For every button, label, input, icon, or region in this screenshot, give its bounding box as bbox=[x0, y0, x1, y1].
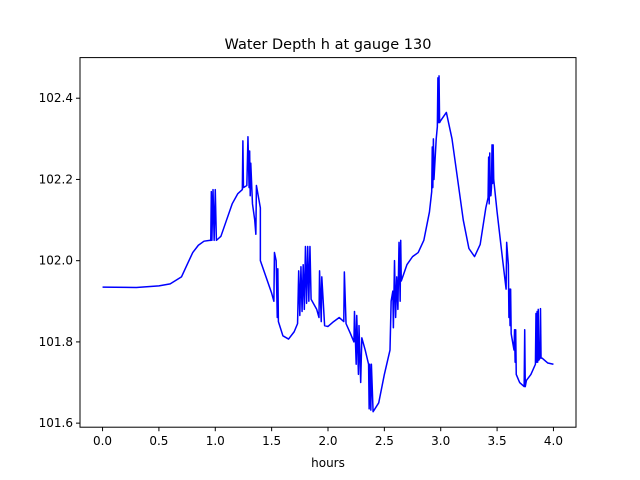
y-tick-label: 102.4 bbox=[39, 91, 73, 105]
x-tick-label: 2.0 bbox=[318, 434, 337, 448]
x-tick-label: 1.0 bbox=[206, 434, 225, 448]
y-tick-label: 102.0 bbox=[39, 254, 73, 268]
plot-area bbox=[102, 75, 554, 413]
plot-frame bbox=[79, 57, 577, 428]
x-tick-label: 4.0 bbox=[544, 434, 563, 448]
x-tick-label: 3.5 bbox=[488, 434, 507, 448]
x-tick-label: 0.5 bbox=[149, 434, 168, 448]
x-tick-label: 1.5 bbox=[262, 434, 281, 448]
y-tick-label: 101.6 bbox=[39, 416, 73, 430]
chart-title: Water Depth h at gauge 130 bbox=[225, 37, 432, 53]
x-axis-label: hours bbox=[311, 456, 345, 470]
x-tick-label: 2.5 bbox=[375, 434, 394, 448]
x-tick-label: 3.0 bbox=[431, 434, 450, 448]
y-tick-label: 102.2 bbox=[39, 172, 73, 186]
y-axis-ticks: 101.6 101.8 102.0 102.2 102.4 bbox=[39, 91, 80, 430]
x-axis-ticks: 0.0 0.5 1.0 1.5 2.0 2.5 3.0 3.5 4.0 bbox=[93, 427, 563, 448]
series-line-0 bbox=[102, 75, 554, 413]
x-tick-label: 0.0 bbox=[93, 434, 112, 448]
y-tick-label: 101.8 bbox=[39, 335, 73, 349]
